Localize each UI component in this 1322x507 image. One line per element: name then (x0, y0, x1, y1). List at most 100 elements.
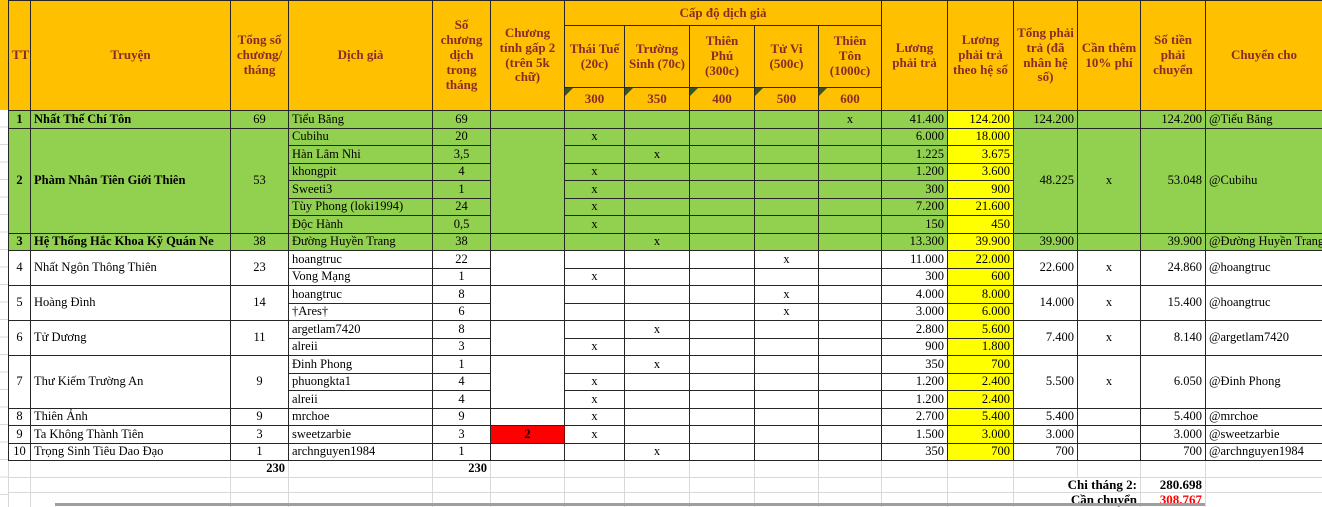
cell-tt[interactable]: 10 (8, 442, 31, 461)
cell-level-5[interactable] (818, 337, 882, 356)
cell-salary-coef[interactable]: 450 (947, 215, 1014, 234)
header-tt[interactable]: TT (8, 0, 31, 111)
cell-level-1[interactable]: x (564, 337, 625, 356)
cell-level-4[interactable] (754, 197, 819, 216)
cell-translator[interactable]: khongpit (288, 162, 433, 181)
cell-total-pay[interactable]: 22.600 (1013, 250, 1078, 286)
cell-salary-coef[interactable]: 900 (947, 180, 1014, 199)
cell-level-2[interactable]: x (624, 232, 690, 251)
cell-level-3[interactable] (689, 285, 755, 304)
empty-cell[interactable] (30, 460, 231, 478)
header-transfer-to[interactable]: Chuyển cho (1205, 0, 1322, 111)
cell-level-3[interactable] (689, 302, 755, 321)
header-salary-coef[interactable]: Lương phải trả theo hệ số (947, 0, 1014, 111)
cell-level-2[interactable] (624, 197, 690, 216)
cell-total-pay[interactable]: 3.000 (1013, 425, 1078, 444)
empty-cell[interactable] (754, 476, 819, 494)
cell-salary-coef[interactable]: 21.600 (947, 197, 1014, 216)
cell-level-5[interactable] (818, 180, 882, 199)
cell-translated[interactable]: 22 (432, 250, 491, 269)
header-fee[interactable]: Cần thêm 10% phí (1077, 0, 1141, 111)
empty-cell[interactable] (564, 476, 625, 494)
cell-transfer-to[interactable]: @Đường Huyền Trang (1205, 232, 1322, 251)
cell-level-2[interactable] (624, 372, 690, 391)
cell-level-5[interactable] (818, 232, 882, 251)
header-rate-5[interactable]: 600 (818, 87, 882, 111)
cell-level-2[interactable]: x (624, 442, 690, 461)
cell-level-2[interactable] (624, 110, 690, 129)
cell-level-4[interactable]: x (754, 302, 819, 321)
cell-total-pay[interactable]: 5.400 (1013, 407, 1078, 426)
cell-level-1[interactable] (564, 442, 625, 461)
cell-tt[interactable]: 8 (8, 407, 31, 426)
cell-level-2[interactable] (624, 425, 690, 444)
cell-level-1[interactable]: x (564, 197, 625, 216)
cell-level-5[interactable] (818, 355, 882, 374)
cell-fee[interactable] (1077, 232, 1141, 251)
cell-level-4[interactable] (754, 215, 819, 234)
cell-translated[interactable]: 9 (432, 407, 491, 426)
cell-chapters[interactable]: 1 (230, 442, 289, 461)
cell-translator[interactable]: Tùy Phong (loki1994) (288, 197, 433, 216)
cell-level-1[interactable] (564, 302, 625, 321)
empty-cell[interactable] (230, 476, 289, 494)
cell-salary[interactable]: 1.500 (881, 425, 948, 444)
cell-level-5[interactable] (818, 145, 882, 164)
cell-transfer-to[interactable]: @Cubihu (1205, 127, 1322, 234)
cell-level-3[interactable] (689, 162, 755, 181)
cell-salary[interactable]: 2.800 (881, 320, 948, 339)
cell-level-4[interactable] (754, 145, 819, 164)
empty-cell[interactable] (288, 460, 433, 478)
header-salary[interactable]: Lương phải trả (881, 0, 948, 111)
cell-translated[interactable]: 69 (432, 110, 491, 129)
cell-translated[interactable]: 4 (432, 372, 491, 391)
header-level-2[interactable]: Trường Sinh (70c) (624, 25, 690, 88)
cell-story[interactable]: Trọng Sinh Tiêu Dao Đạo (30, 442, 231, 461)
cell-level-5[interactable] (818, 162, 882, 181)
cell-translator[interactable]: sweetzarbie (288, 425, 433, 444)
cell-level-2[interactable]: x (624, 145, 690, 164)
cell-level-5[interactable] (818, 267, 882, 286)
cell-salary-coef[interactable]: 8.000 (947, 285, 1014, 304)
cell-level-3[interactable] (689, 127, 755, 146)
header-level-group[interactable]: Cấp độ dịch giả (564, 0, 882, 26)
cell-chapters[interactable]: 14 (230, 285, 289, 321)
header-rate-3[interactable]: 400 (689, 87, 755, 111)
cell-story[interactable]: Hoàng Đình (30, 285, 231, 321)
cell-salary-coef[interactable]: 6.000 (947, 302, 1014, 321)
cell-transfer-to[interactable]: @mrchoe (1205, 407, 1322, 426)
cell-translated[interactable]: 1 (432, 180, 491, 199)
cell-salary[interactable]: 13.300 (881, 232, 948, 251)
cell-level-2[interactable] (624, 267, 690, 286)
empty-cell[interactable] (818, 460, 882, 478)
header-level-5[interactable]: Thiên Tôn (1000c) (818, 25, 882, 88)
cell-level-1[interactable]: x (564, 425, 625, 444)
cell-tt[interactable]: 2 (8, 127, 31, 234)
cell-level-3[interactable] (689, 110, 755, 129)
cell-level-3[interactable] (689, 355, 755, 374)
cell-level-4[interactable] (754, 162, 819, 181)
cell-salary-coef[interactable]: 5.600 (947, 320, 1014, 339)
cell-level-2[interactable] (624, 127, 690, 146)
cell-translator[interactable]: hoangtruc (288, 285, 433, 304)
cell-level-2[interactable] (624, 250, 690, 269)
cell-chapters[interactable]: 69 (230, 110, 289, 129)
cell-transfer-to[interactable]: @Đinh Phong (1205, 355, 1322, 409)
cell-tt[interactable]: 7 (8, 355, 31, 409)
cell-level-3[interactable] (689, 390, 755, 409)
cell-salary[interactable]: 11.000 (881, 250, 948, 269)
cell-transfer[interactable]: 15.400 (1140, 285, 1206, 321)
empty-cell[interactable] (881, 476, 948, 494)
cell-level-4[interactable]: x (754, 285, 819, 304)
empty-cell[interactable] (754, 460, 819, 478)
empty-cell[interactable] (288, 476, 433, 494)
cell-chapters[interactable]: 3 (230, 425, 289, 444)
cell-double[interactable] (490, 110, 565, 129)
cell-level-4[interactable] (754, 442, 819, 461)
cell-salary-coef[interactable]: 3.600 (947, 162, 1014, 181)
cell-level-4[interactable] (754, 110, 819, 129)
cell-level-5[interactable] (818, 302, 882, 321)
cell-double-highlight[interactable]: 2 (490, 425, 565, 444)
cell-translated[interactable]: 3 (432, 337, 491, 356)
cell-level-1[interactable]: x (564, 215, 625, 234)
